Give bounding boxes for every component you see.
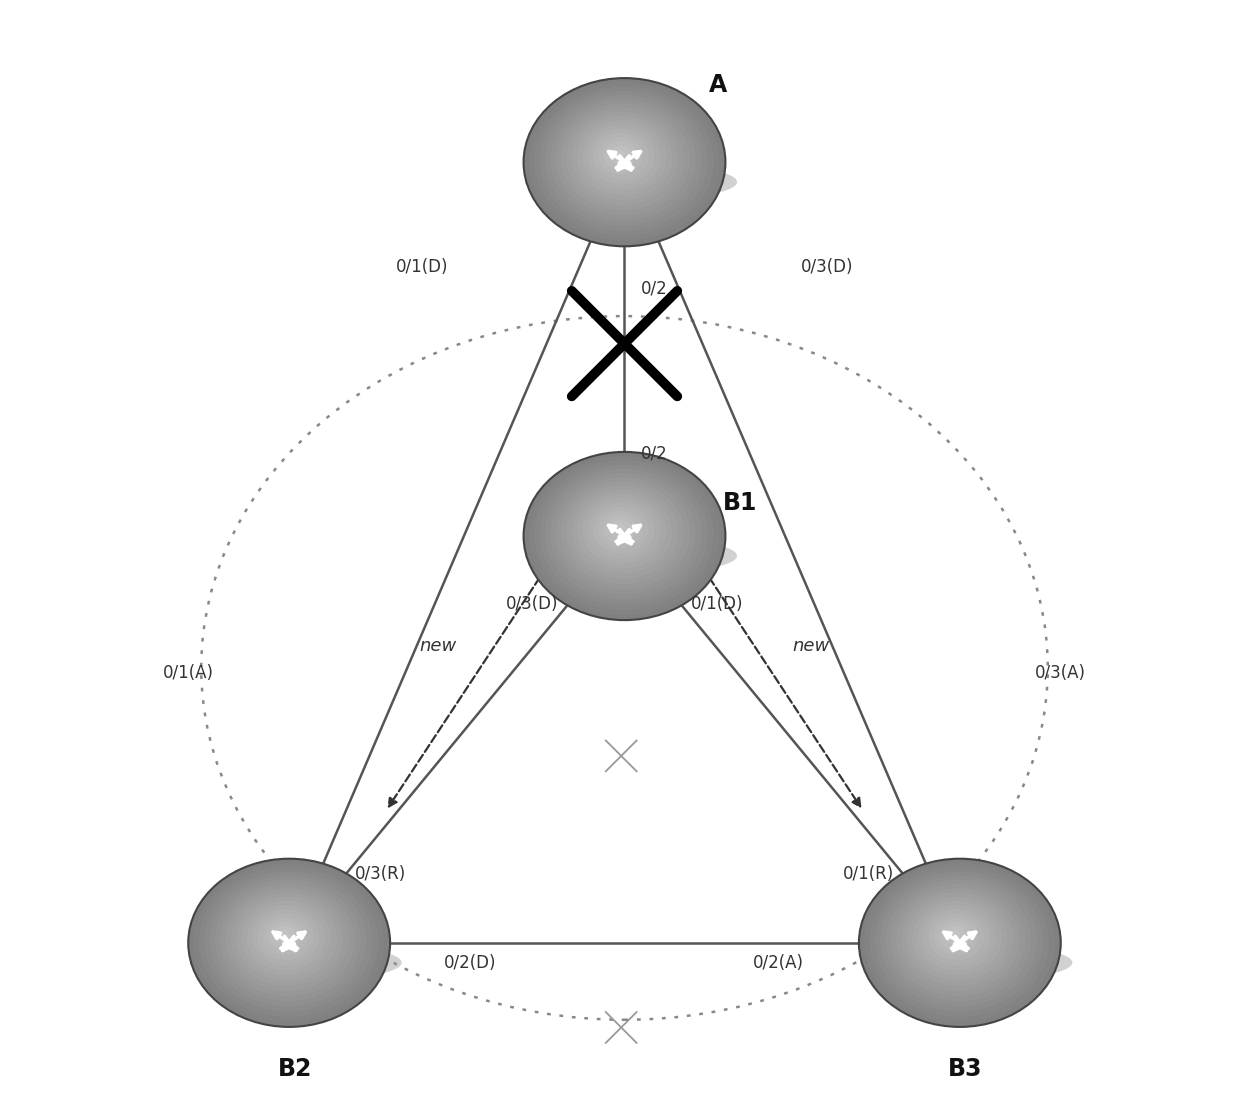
Text: B1: B1 [723,491,757,515]
Text: 0/2(D): 0/2(D) [445,955,497,972]
Ellipse shape [608,146,631,164]
Ellipse shape [577,494,667,569]
Ellipse shape [572,490,672,573]
Ellipse shape [566,485,678,579]
Text: 0/2: 0/2 [641,280,668,297]
Ellipse shape [523,78,726,246]
Ellipse shape [561,107,684,210]
Ellipse shape [928,914,984,960]
Ellipse shape [231,893,343,986]
Ellipse shape [577,120,667,194]
Text: 0/1(D): 0/1(D) [691,596,743,613]
Ellipse shape [608,519,631,538]
Ellipse shape [572,116,672,200]
Ellipse shape [939,922,973,950]
Ellipse shape [881,875,1037,1007]
Ellipse shape [933,917,978,955]
Ellipse shape [205,872,372,1011]
Ellipse shape [561,482,684,585]
Ellipse shape [566,112,678,206]
Ellipse shape [918,905,995,970]
Ellipse shape [897,888,1019,991]
Text: 0/2(A): 0/2(A) [753,955,804,972]
Ellipse shape [556,104,691,215]
Text: 0/3(D): 0/3(D) [801,257,853,275]
Ellipse shape [582,125,661,190]
Ellipse shape [525,537,737,575]
Ellipse shape [587,128,654,185]
Ellipse shape [582,498,661,564]
Ellipse shape [189,859,390,1027]
Ellipse shape [551,99,696,221]
Ellipse shape [615,524,626,533]
Text: 0/3(A): 0/3(A) [1035,664,1087,683]
Ellipse shape [902,893,1014,986]
Ellipse shape [587,503,654,558]
Ellipse shape [540,464,708,604]
Ellipse shape [891,884,1025,996]
Ellipse shape [257,914,313,960]
Ellipse shape [199,867,378,1017]
Text: 0/1(A): 0/1(A) [162,664,214,683]
Ellipse shape [262,917,307,955]
Ellipse shape [279,930,290,939]
Ellipse shape [523,452,726,620]
Ellipse shape [593,506,649,554]
Ellipse shape [603,141,637,169]
Ellipse shape [194,863,385,1022]
Ellipse shape [236,896,337,980]
Ellipse shape [528,456,719,615]
Ellipse shape [545,469,702,600]
Ellipse shape [593,133,649,179]
Ellipse shape [949,930,960,939]
Ellipse shape [598,511,643,548]
Text: A: A [709,73,727,97]
Ellipse shape [874,872,1043,1011]
Ellipse shape [886,880,1032,1001]
Ellipse shape [252,909,320,966]
Ellipse shape [551,473,696,594]
Ellipse shape [861,944,1073,981]
Ellipse shape [535,461,713,610]
Ellipse shape [907,896,1008,980]
Ellipse shape [247,905,325,970]
Ellipse shape [556,477,691,589]
Text: new: new [793,636,831,655]
Ellipse shape [226,888,348,991]
Ellipse shape [210,875,366,1007]
Ellipse shape [215,880,361,1001]
Ellipse shape [190,944,402,981]
Ellipse shape [525,164,737,201]
Text: 0/3(D): 0/3(D) [506,596,558,613]
Text: 0/1(R): 0/1(R) [843,864,894,883]
Ellipse shape [528,82,719,241]
Text: B3: B3 [948,1057,983,1081]
Ellipse shape [864,863,1055,1022]
Text: 0/1(D): 0/1(D) [396,257,448,275]
Text: 0/2: 0/2 [641,444,668,463]
Text: B2: B2 [277,1057,312,1081]
Ellipse shape [603,515,637,543]
Ellipse shape [859,859,1060,1027]
Text: 0/3(R): 0/3(R) [355,864,406,883]
Ellipse shape [269,922,302,950]
Ellipse shape [545,95,702,225]
Ellipse shape [923,909,990,966]
Ellipse shape [220,884,355,996]
Text: new: new [418,636,456,655]
Ellipse shape [615,149,626,159]
Ellipse shape [944,926,967,945]
Ellipse shape [535,86,713,236]
Ellipse shape [912,901,1002,976]
Ellipse shape [540,91,708,231]
Ellipse shape [274,926,296,945]
Ellipse shape [598,137,643,175]
Ellipse shape [869,867,1049,1017]
Ellipse shape [241,901,331,976]
